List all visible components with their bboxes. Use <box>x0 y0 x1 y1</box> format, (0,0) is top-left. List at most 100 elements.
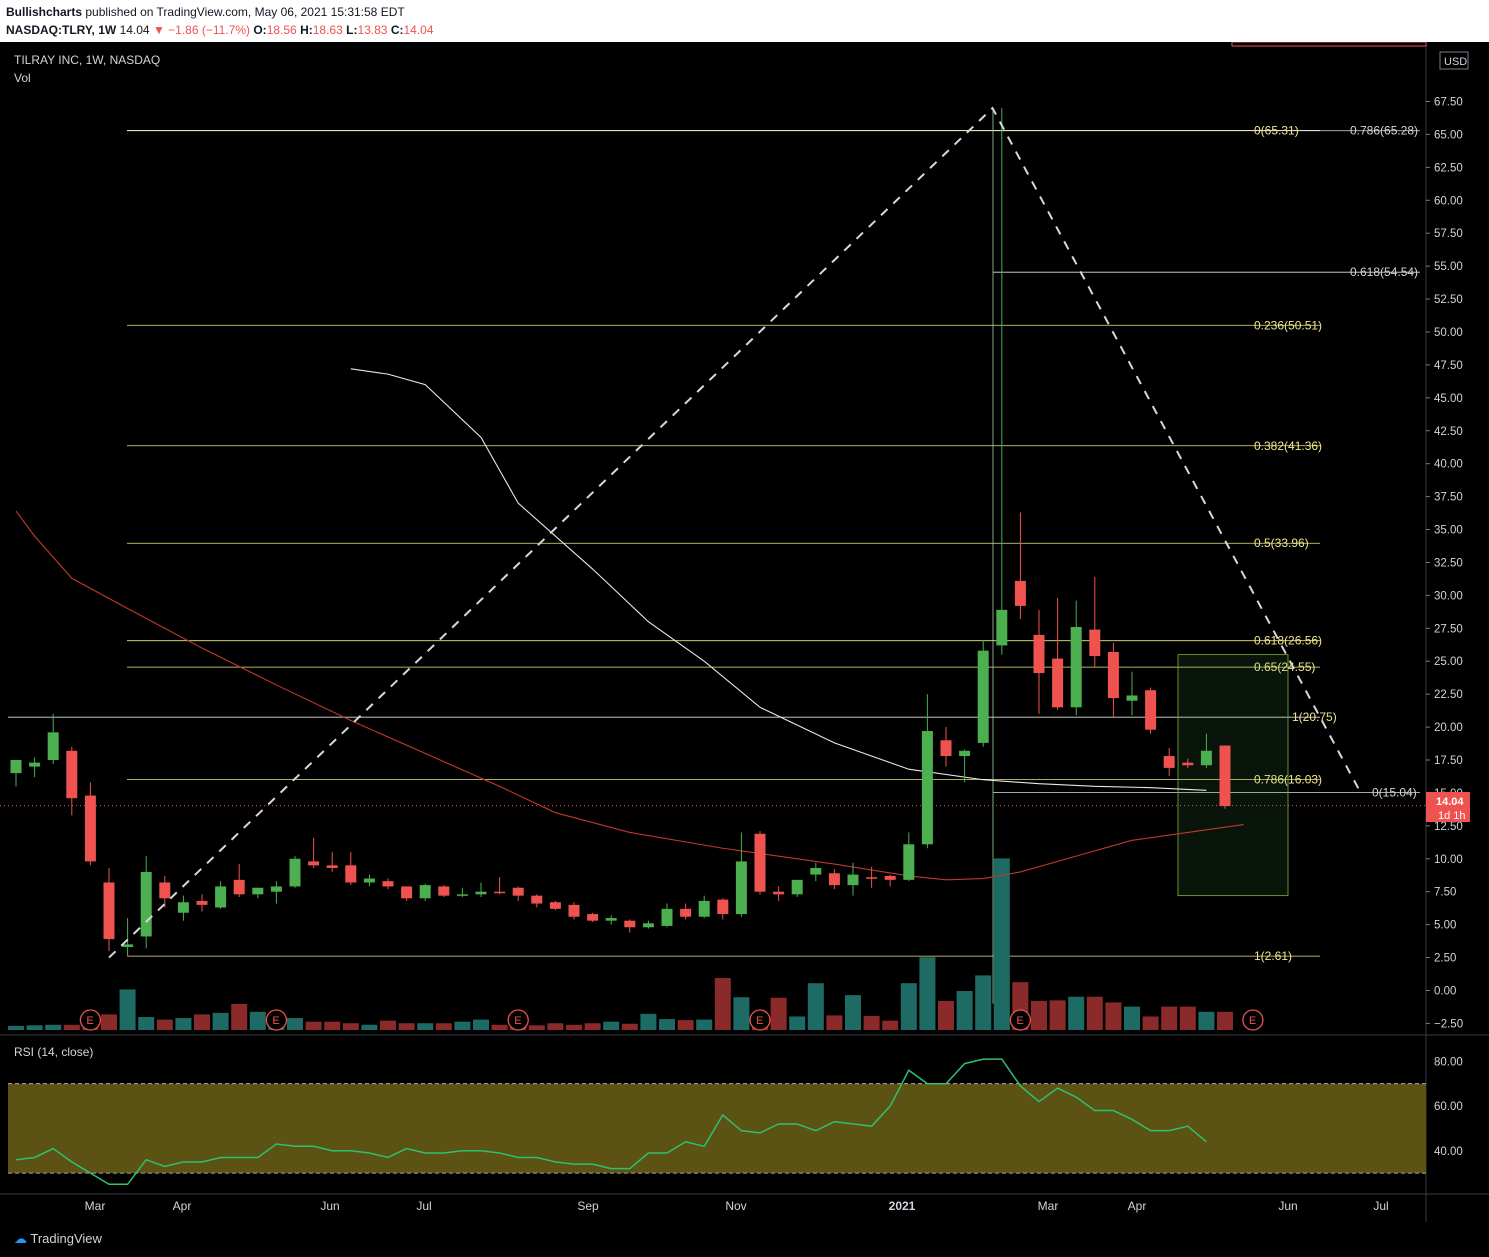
price-tick-label: 35.00 <box>1434 525 1463 537</box>
candle-body <box>84 795 96 862</box>
volume-bar <box>993 858 1010 1030</box>
candle <box>419 883 431 901</box>
volume-bar <box>677 1020 694 1030</box>
trend-dashed-line <box>108 106 1362 959</box>
candle-body <box>903 844 915 880</box>
candle <box>680 903 692 920</box>
candle <box>828 869 840 890</box>
earnings-marker <box>749 1009 771 1031</box>
fib-label-alt: 0.618(54.54) <box>1350 265 1418 279</box>
volume-bar <box>714 978 731 1030</box>
time-tick-label: Jun <box>1278 1199 1297 1213</box>
volume-bar <box>863 1015 880 1030</box>
volume-bar <box>231 1004 248 1030</box>
earnings-marker <box>79 1009 102 1031</box>
candle-body <box>1145 690 1157 730</box>
price-chart[interactable]: 0(65.31)0.236(50.51)0.382(41.36)0.5(33.9… <box>0 41 1489 1222</box>
candle-body <box>140 871 152 937</box>
volume-bar <box>361 1024 378 1030</box>
candle <box>29 757 41 778</box>
price-tick-label: 57.50 <box>1434 228 1463 240</box>
candle-body <box>680 908 692 917</box>
candle <box>1052 598 1064 710</box>
candle-body <box>177 902 189 913</box>
candle <box>475 882 487 897</box>
fib-label: 0.618(26.56) <box>1254 634 1322 648</box>
volume-bar <box>342 1023 359 1030</box>
candle <box>382 878 394 890</box>
candle <box>270 881 282 904</box>
price-tick-label: 37.50 <box>1434 492 1463 504</box>
volume-bar <box>696 1019 713 1030</box>
fib-label-alt: 0(15.04) <box>1372 785 1417 799</box>
volume-bar <box>119 989 136 1030</box>
chart-area[interactable]: 0(65.31) 0.236(50.51) 0.382(41.36) 0.5(33.9… <box>0 41 1489 1222</box>
candle-body <box>1033 634 1045 674</box>
open-value: 18.56 <box>266 23 297 37</box>
volume-label: Vol <box>14 71 31 85</box>
volume-bar <box>287 1018 303 1030</box>
currency-badge[interactable]: USD <box>1439 51 1469 70</box>
volume-bar <box>45 1024 62 1030</box>
volume-bar <box>435 1023 452 1030</box>
candle-body <box>642 923 654 928</box>
candle <box>773 886 785 901</box>
candle-body <box>326 865 338 868</box>
price-tick-label: 47.50 <box>1434 360 1463 372</box>
open-label: O: <box>253 23 267 37</box>
volume-bar <box>603 1021 620 1030</box>
target-zone <box>1177 654 1289 897</box>
candle-body <box>791 879 803 895</box>
price-tick-label: 0.00 <box>1434 985 1456 997</box>
last-price-tag-countdown: 1d 1h <box>1438 810 1466 822</box>
cloud-icon: ☁ <box>14 1231 27 1246</box>
volume-bar <box>417 1023 434 1030</box>
candle-body <box>735 861 747 915</box>
price-tick-label: 20.00 <box>1434 722 1463 734</box>
candle <box>605 915 617 925</box>
fib-label: 0.65(24.55) <box>1254 660 1315 674</box>
fib-label-alt: 1(20.75) <box>1292 710 1337 724</box>
candle-body <box>475 891 487 895</box>
candle-body <box>159 882 171 899</box>
candle <box>1163 748 1175 776</box>
candle-body <box>717 899 729 915</box>
candle-body <box>1219 745 1231 807</box>
candle <box>847 862 859 896</box>
candle <box>456 887 468 897</box>
candle <box>84 782 96 866</box>
candle-body <box>363 878 375 883</box>
volume-bar <box>63 1024 80 1030</box>
volume-bar <box>640 1013 657 1030</box>
candle-body <box>438 886 450 896</box>
volume-bar <box>324 1021 341 1030</box>
volume-bar <box>1179 1006 1196 1030</box>
candle <box>587 912 599 922</box>
price-tick-label: 62.50 <box>1434 162 1463 174</box>
candle <box>1089 576 1101 667</box>
publisher-name[interactable]: Bullishcharts <box>6 5 83 19</box>
time-tick-label: Mar <box>85 1199 106 1213</box>
candle <box>1126 671 1138 716</box>
time-tick-label: Apr <box>1128 1199 1147 1213</box>
high-label: H: <box>300 23 313 37</box>
last-price-tag: 14.04 1d 1h <box>1426 792 1470 822</box>
candle-body <box>940 740 952 757</box>
volume-bar <box>789 1016 806 1030</box>
candle-body <box>773 891 785 895</box>
rsi-tick-label: 40.00 <box>1434 1146 1463 1158</box>
rsi-tick-label: 60.00 <box>1434 1101 1463 1113</box>
candle <box>754 831 766 895</box>
volume-bar <box>8 1025 24 1030</box>
candle <box>1107 642 1119 717</box>
close-value: 14.04 <box>403 23 434 37</box>
publish-line: Bullishcharts published on TradingView.c… <box>6 5 405 19</box>
candle-body <box>959 750 971 757</box>
candle <box>215 881 227 909</box>
candle-body <box>884 875 896 880</box>
last-price: 14.04 <box>119 23 150 37</box>
volume-bar <box>528 1025 545 1030</box>
volume-bar <box>938 1000 954 1030</box>
volume-bar <box>1068 996 1085 1030</box>
tradingview-logo[interactable]: ☁ TradingView <box>14 1231 102 1247</box>
